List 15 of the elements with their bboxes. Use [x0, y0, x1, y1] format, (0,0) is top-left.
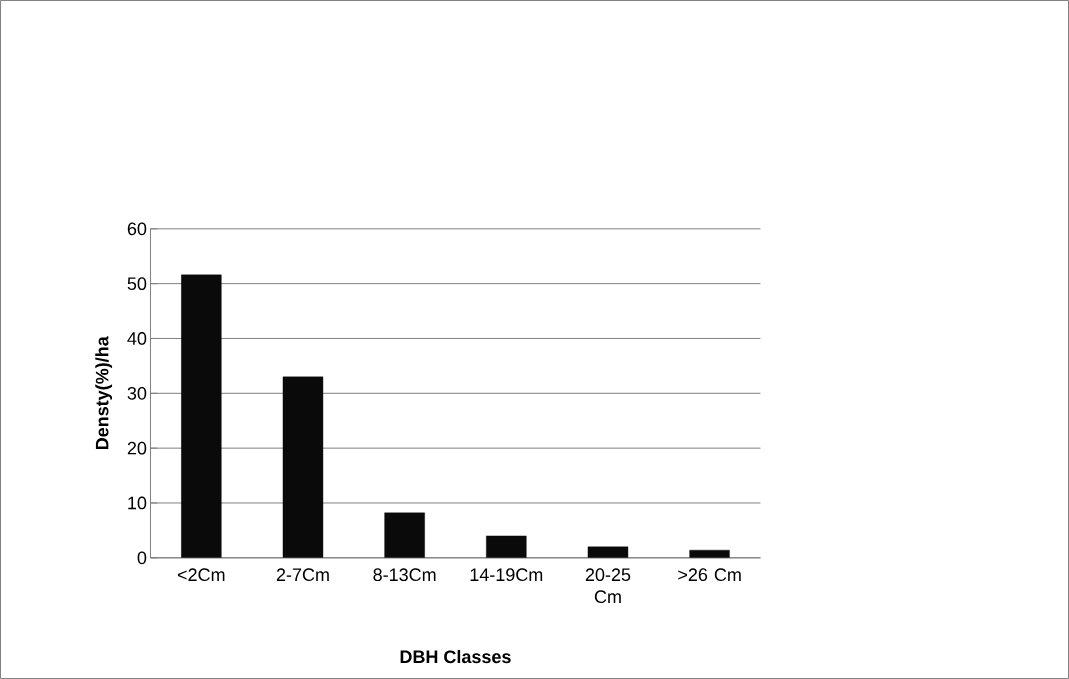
x-tick-label: 20-25 Cm [585, 568, 631, 604]
y-axis-title: Densty(%)/ha [95, 336, 113, 450]
x-tick-label: <2Cm [177, 568, 225, 582]
y-tick-label: 30 [127, 386, 147, 400]
x-tick-label: 8-13Cm [373, 568, 436, 582]
x-tick-label: >26 Cm [678, 568, 741, 582]
y-tick-label: 50 [127, 277, 147, 291]
x-tick-label: 2-7Cm [276, 568, 329, 582]
y-tick-label: 60 [127, 222, 147, 236]
x-axis-title: DBH Classes [400, 649, 511, 664]
x-tick-label: 14-19Cm [470, 568, 543, 582]
y-tick-label: 10 [128, 496, 147, 510]
y-tick-label: 0 [137, 551, 147, 565]
y-tick-label: 20 [127, 441, 147, 455]
y-tick-label: 40 [127, 332, 147, 345]
